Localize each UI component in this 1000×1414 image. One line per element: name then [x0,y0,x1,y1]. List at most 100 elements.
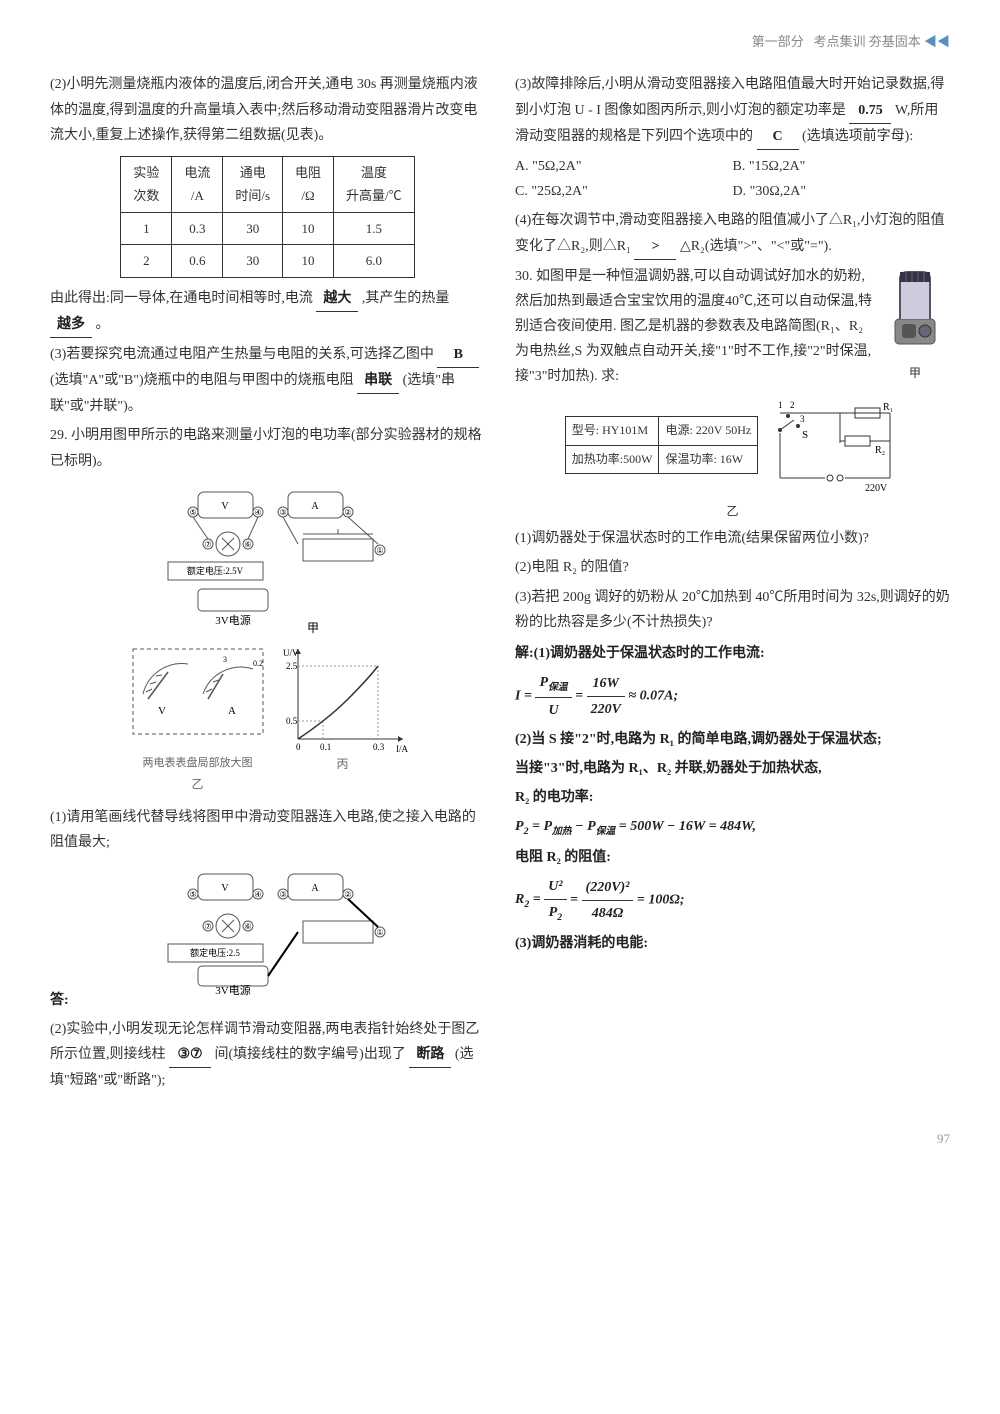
svg-text:⑦: ⑦ [204,922,211,931]
ans-chuanlian: 串联 [357,368,399,394]
svg-text:A: A [311,883,319,894]
q29-3: (3)故障排除后,小明从滑动变阻器接入电路阻值最大时开始记录数据,得到小灯泡 U… [515,72,950,150]
svg-text:3V电源: 3V电源 [215,613,250,627]
svg-text:0.2: 0.2 [253,659,263,668]
svg-text:⑥: ⑥ [244,540,251,549]
subtitle-label: 考点集训 夯基固本 [813,34,920,49]
svg-text:⑦: ⑦ [204,540,211,549]
q30-3: (3)若把 200g 调好的奶粉从 20℃加热到 40℃所用时间为 32s,则调… [515,585,950,635]
svg-text:④: ④ [254,890,261,899]
circuit-ans-svg: V A ⑤ ④ ③ ② ① ⑦ ⑥ 额定电压:2.5 3V电源 [138,866,398,996]
q29-4: (4)在每次调节中,滑动变阻器接入电路的阻值减小了△R₁,小灯泡的阻值变化了△R… [515,208,950,259]
ans-B: B [437,342,479,368]
fig-yi2-cap: 乙 [515,501,950,523]
svg-text:0: 0 [296,742,301,752]
meter-svg: V 3 0.2 A [128,644,268,754]
figure-yi2: 型号: HY101M电源: 220V 50Hz 加热功率:500W保温功率: 1… [515,398,950,493]
ans-37: ③⑦ [169,1042,211,1068]
svg-text:V: V [221,883,229,894]
sol-2a: (2)当 S 接"2"时,电路为 R₁ 的简单电路,调奶器处于保温状态; [515,727,950,752]
svg-text:0.1: 0.1 [320,742,331,752]
ui-chart-svg: U/V I/A 0.5 2.5 0 0.1 0.3 [278,644,408,754]
options: A. "5Ω,2A" B. "15Ω,2A" C. "25Ω,2A" D. "3… [515,154,950,204]
sol-2d: P2 = P加热 − P保温 = 500W − 16W = 484W, [515,814,950,840]
sol-1: I = P保温U = 16W220V ≈ 0.07A; [515,670,950,723]
q30-2: (2)电阻 R₂ 的阻值? [515,555,950,580]
sol-2c: R₂ 的电功率: [515,785,950,810]
q29-stem: 29. 小明用图甲所示的电路来测量小灯泡的电功率(部分实验器材的规格已标明)。 [50,423,485,473]
svg-text:I/A: I/A [396,744,408,754]
svg-text:R₁: R₁ [883,402,893,413]
sol-2b: 当接"3"时,电路为 R₁、R₂ 并联,奶器处于加热状态, [515,756,950,781]
th-exp: 实验次数 [121,156,172,212]
svg-text:3: 3 [800,414,805,424]
svg-text:③: ③ [279,890,286,899]
svg-text:R₂: R₂ [875,445,885,456]
svg-text:220V: 220V [865,483,888,493]
ans-C: C [757,124,799,150]
svg-text:甲: 甲 [306,621,318,634]
sol-3: (3)调奶器消耗的电能: [515,931,950,956]
svg-text:U/V: U/V [283,648,299,658]
figure-yi-bing: V 3 0.2 A 两电表表盘局部放大图 乙 U/V I/A 0.5 2.5 0… [50,644,485,795]
left-column: (2)小明先测量烧瓶内液体的温度后,闭合开关,通电 30s 再测量烧瓶内液体的温… [50,68,485,1097]
right-column: (3)故障排除后,小明从滑动变阻器接入电路阻值最大时开始记录数据,得到小灯泡 U… [515,68,950,1097]
svg-text:3: 3 [223,655,227,664]
svg-text:额定电压:2.5: 额定电压:2.5 [190,947,240,958]
opt-A: A. "5Ω,2A" [515,154,733,179]
figure-answer: V A ⑤ ④ ③ ② ① ⑦ ⑥ 额定电压:2.5 3V电源 [50,866,485,996]
header-arrows: ◀◀ [924,34,950,49]
svg-text:⑤: ⑤ [189,508,196,517]
q29-2: (2)实验中,小明发现无论怎样调节滑动变阻器,两电表指针始终处于图乙所示位置,则… [50,1017,485,1094]
page-header: 第一部分 考点集训 夯基固本 ◀◀ [50,30,950,53]
svg-text:③: ③ [279,508,286,517]
svg-text:⑥: ⑥ [244,922,251,931]
sol-label: 解:(1)调奶器处于保温状态时的工作电流: [515,641,950,666]
svg-text:②: ② [344,890,351,899]
q28-2-text: (2)小明先测量烧瓶内液体的温度后,闭合开关,通电 30s 再测量烧瓶内液体的温… [50,72,485,148]
param-table: 型号: HY101M电源: 220V 50Hz 加热功率:500W保温功率: 1… [565,416,758,474]
ans-duanlu: 断路 [409,1042,451,1068]
sol-2e: 电阻 R₂ 的阻值: [515,845,950,870]
figure-jia: V A ⑤ ④ ③ ② ① ⑦ ⑥ 额定电压:2.5V 3V电源 甲 [50,484,485,634]
svg-text:A: A [228,705,236,717]
q30-block: 甲 30. 如图甲是一种恒温调奶器,可以自动调试好加水的奶粉,然后加热到最适合宝… [515,264,950,390]
opt-D: D. "30Ω,2A" [733,179,951,204]
part-label: 第一部分 [752,34,804,49]
th-current: 电流/A [172,156,223,212]
svg-text:A: A [311,501,319,512]
q30-1: (1)调奶器处于保温状态时的工作电流(结果保留两位小数)? [515,526,950,551]
svg-text:3V电源: 3V电源 [215,983,250,996]
svg-text:⑤: ⑤ [189,890,196,899]
svg-text:0.5: 0.5 [286,716,298,726]
opt-C: C. "25Ω,2A" [515,179,733,204]
ans-yueduo: 越多 [50,312,92,338]
answer-label: 答: [50,988,485,1013]
solution: 解:(1)调奶器处于保温状态时的工作电流: I = P保温U = 16W220V… [515,641,950,956]
circuit-jia-svg: V A ⑤ ④ ③ ② ① ⑦ ⑥ 额定电压:2.5V 3V电源 甲 [138,484,398,634]
svg-text:①: ① [376,928,383,937]
svg-text:额定电压:2.5V: 额定电压:2.5V [186,565,243,576]
svg-text:④: ④ [254,508,261,517]
q28-3: (3)若要探究电流通过电阻产生热量与电阻的关系,可选择乙图中 B (选填"A"或… [50,342,485,420]
th-temp: 温度升高量/℃ [334,156,415,212]
th-res: 电阻/Ω [283,156,334,212]
sol-2f: R2 = U²P2 = (220V)²484Ω = 100Ω; [515,874,950,927]
svg-text:2: 2 [790,400,795,410]
ans-gt: > [634,234,676,260]
svg-text:V: V [221,501,229,512]
ans-yueda: 越大 [316,286,358,312]
svg-text:①: ① [376,546,383,555]
experiment-table: 实验次数 电流/A 通电时间/s 电阻/Ω 温度升高量/℃ 1 0.3 30 1… [120,156,414,278]
th-time: 通电时间/s [223,156,283,212]
device-svg [880,264,950,354]
svg-text:1: 1 [778,400,783,410]
q28-2b: 由此得出:同一导体,在通电时间相等时,电流 越大 ,其产生的热量 越多 。 [50,286,485,338]
svg-text:V: V [158,705,166,717]
circuit-yi-svg: 12 3 S R₁ R₂ 220V [770,398,900,493]
opt-B: B. "15Ω,2A" [733,154,951,179]
ans-075: 0.75 [849,98,891,124]
svg-text:②: ② [344,508,351,517]
svg-text:2.5: 2.5 [286,661,298,671]
q29-1: (1)请用笔画线代替导线将图甲中滑动变阻器连入电路,使之接入电路的阻值最大; [50,805,485,855]
